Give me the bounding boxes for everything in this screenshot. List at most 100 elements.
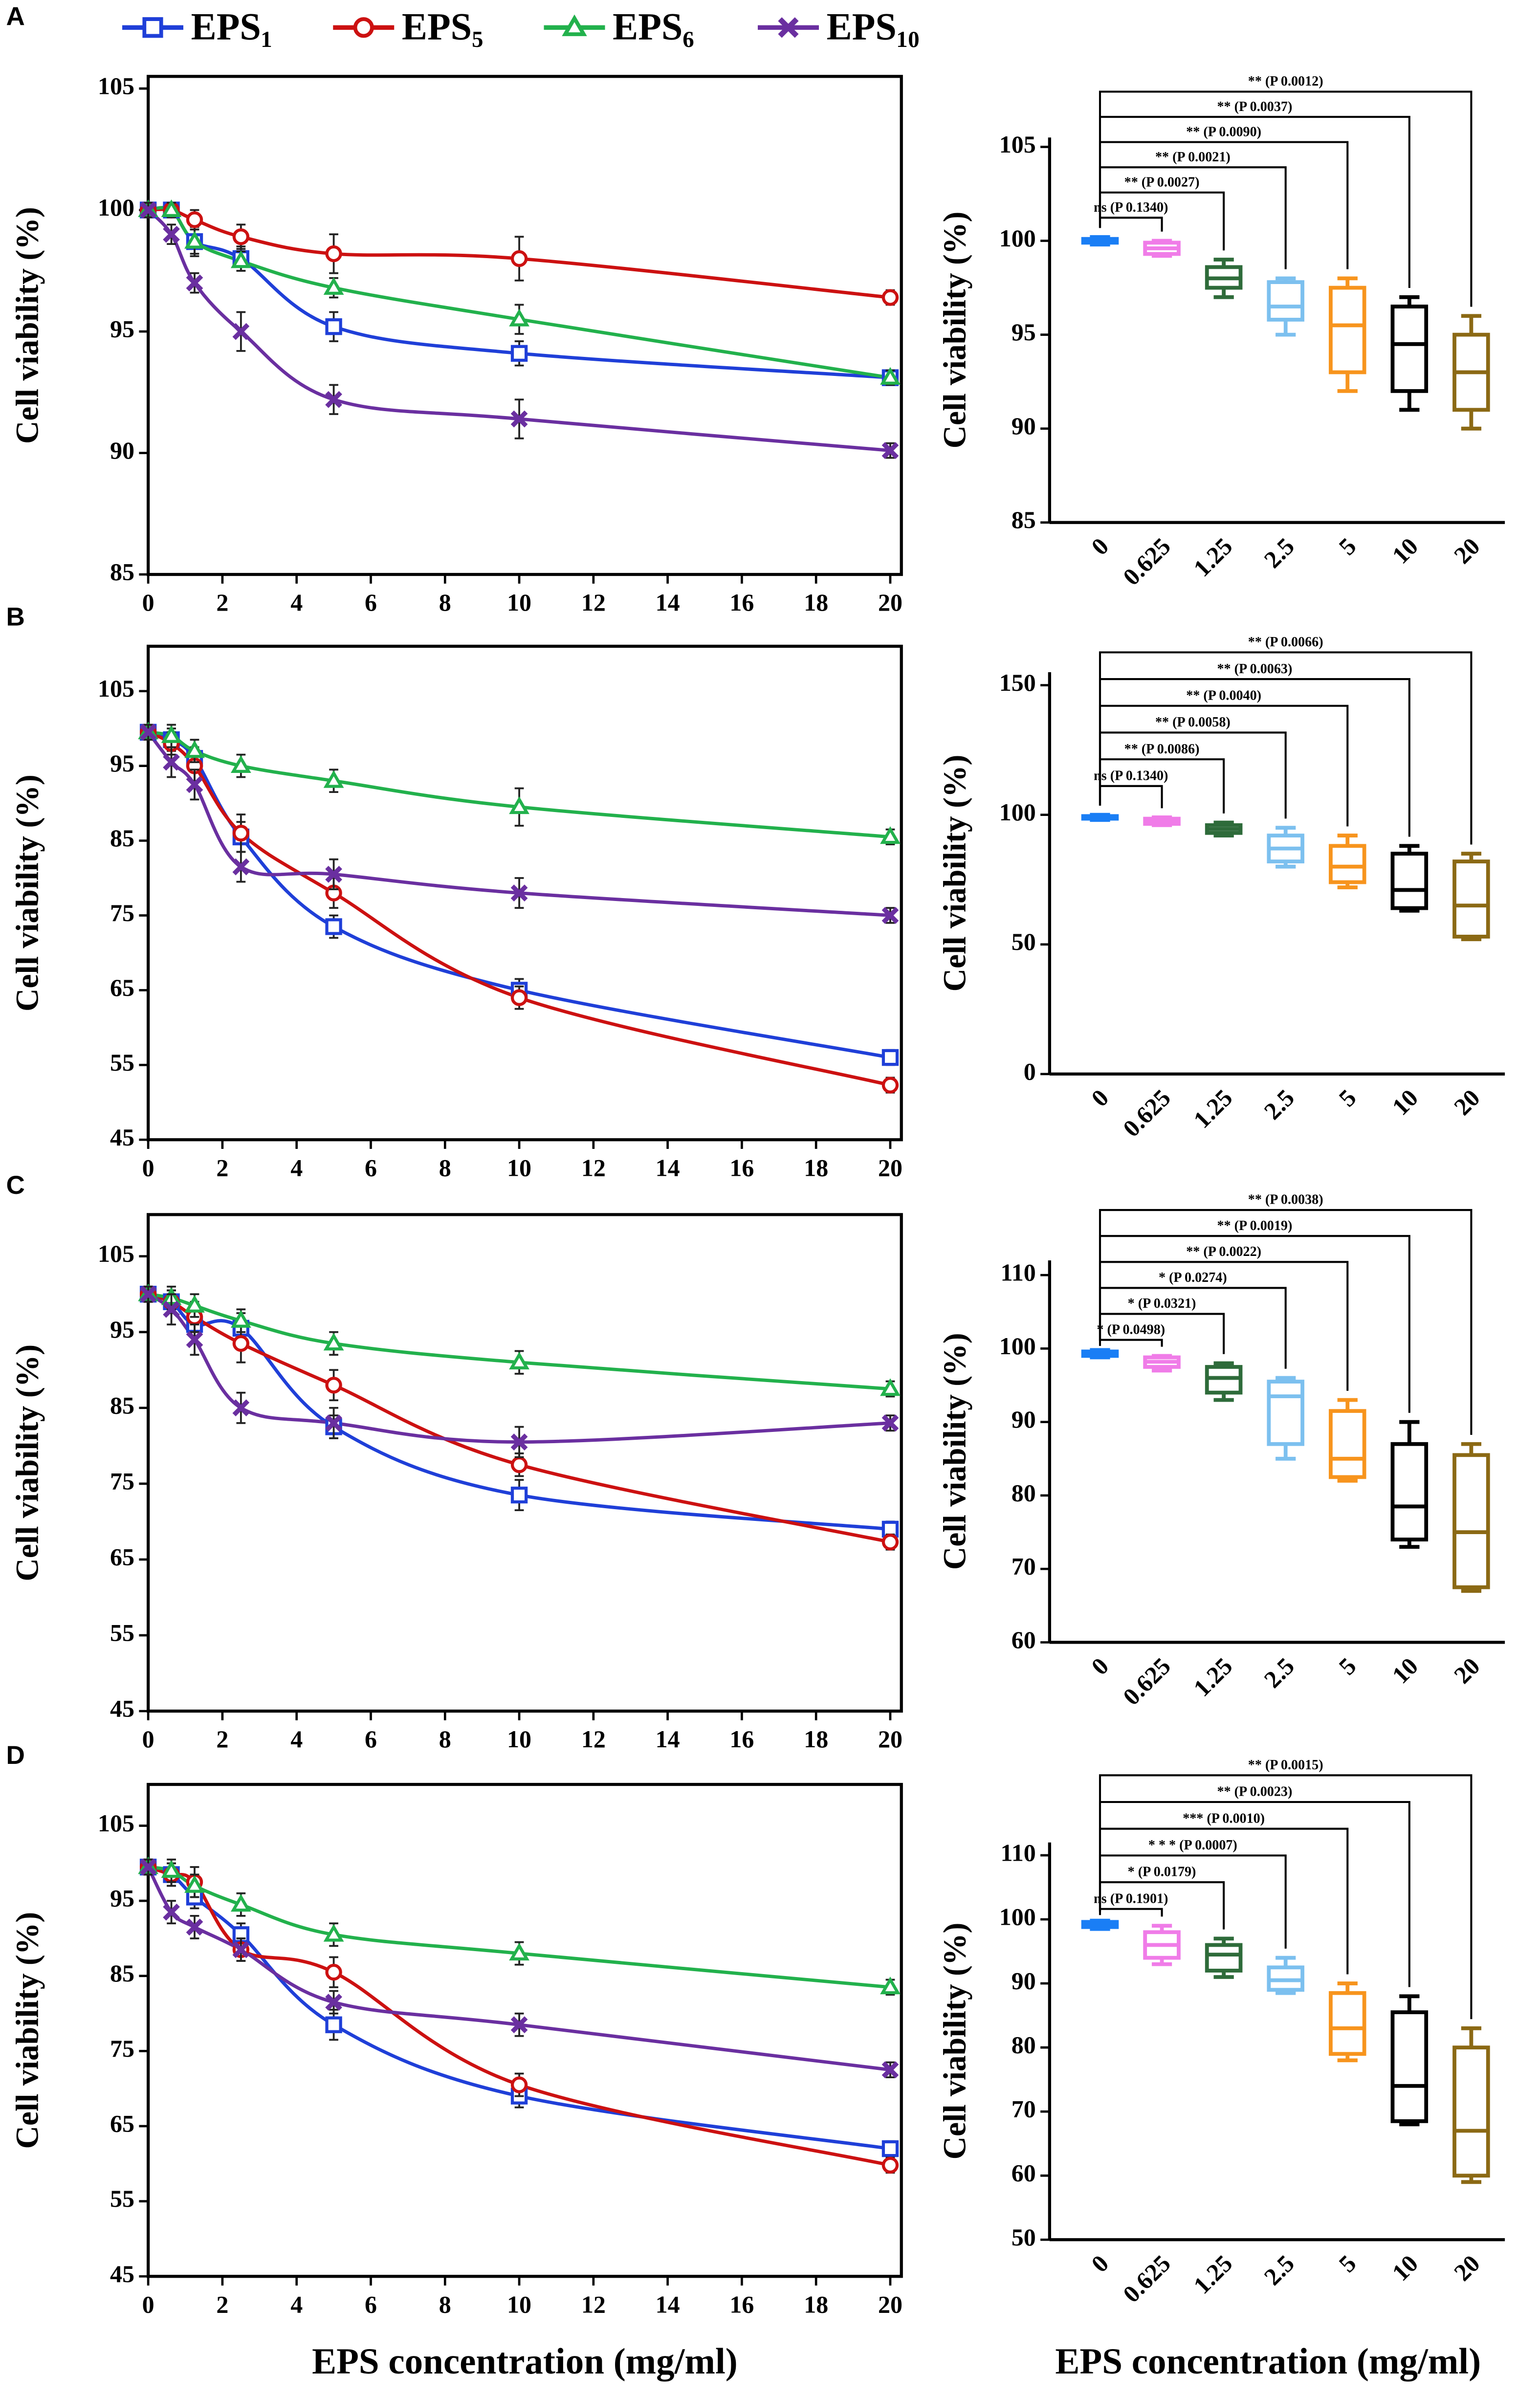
box — [1328, 1409, 1366, 1479]
x-tick-label: 12 — [581, 2290, 606, 2318]
x-tick-label: 0 — [1086, 2249, 1114, 2277]
legend-label: EPS₅ — [402, 5, 484, 47]
significance-label: * (P 0.0498) — [1097, 1322, 1165, 1337]
marker — [510, 884, 528, 901]
y-tick-label: 100 — [999, 1903, 1036, 1931]
marker — [509, 1942, 529, 1961]
x-tick-label: 12 — [581, 1725, 606, 1753]
marker — [163, 1300, 180, 1318]
x-tick-label: 0 — [1086, 532, 1114, 560]
marker — [881, 289, 899, 306]
y-axis-title: Cell viability (%) — [937, 1333, 972, 1570]
box — [1328, 286, 1366, 374]
y-tick-label: 105 — [98, 1809, 134, 1837]
marker — [323, 770, 344, 788]
y-axis-title: Cell viability (%) — [10, 774, 45, 1011]
marker — [139, 1285, 157, 1303]
marker — [230, 250, 251, 268]
x-tick-label: 8 — [439, 1154, 451, 1181]
x-tick-label: 4 — [290, 2290, 303, 2318]
x-tick-label: 10 — [507, 2290, 531, 2318]
significance-label: ** (P 0.0038) — [1248, 1192, 1323, 1208]
y-tick-label: 0 — [1024, 1057, 1036, 1085]
y-tick-label: 45 — [110, 1695, 134, 1722]
box — [1328, 1991, 1366, 2056]
y-tick-label: 45 — [110, 1123, 134, 1151]
x-tick-label: 10 — [507, 589, 531, 616]
y-tick-label: 95 — [110, 315, 134, 343]
y-tick-label: 75 — [110, 899, 134, 926]
marker — [325, 1994, 342, 2011]
significance-label: * (P 0.0321) — [1128, 1296, 1196, 1311]
x-tick-label: 4 — [290, 1154, 303, 1181]
significance-bracket — [1099, 90, 1473, 307]
x-tick-label: 1.25 — [1188, 2249, 1237, 2299]
significance-label: ns (P 0.1340) — [1094, 769, 1168, 784]
marker — [232, 1399, 250, 1417]
marker — [323, 277, 344, 295]
marker — [325, 1377, 342, 1394]
x-tick-label: 2.5 — [1258, 1084, 1299, 1125]
x-tick-label: 5 — [1333, 2249, 1361, 2277]
x-tick-label: 2 — [216, 2290, 228, 2318]
legend-marker — [142, 17, 163, 38]
box — [1452, 1453, 1490, 1589]
significance-label: * * * (P 0.0007) — [1148, 1838, 1237, 1853]
plot-frame — [147, 75, 903, 576]
marker — [163, 225, 180, 243]
significance-bracket — [1099, 1774, 1473, 2020]
y-tick-label: 110 — [1001, 1259, 1036, 1286]
x-tick-label: 2 — [216, 589, 228, 616]
marker — [186, 1918, 203, 1936]
y-tick-label: 50 — [1012, 2223, 1036, 2251]
significance-label: ** (P 0.0022) — [1186, 1244, 1261, 1259]
significance-bracket — [1099, 785, 1163, 809]
marker — [232, 825, 250, 842]
x-tick-label: 6 — [365, 589, 377, 616]
plot-frame — [147, 1782, 903, 2278]
box — [1267, 1380, 1304, 1446]
x-tick-label: 2 — [216, 1725, 228, 1753]
y-tick-label: 75 — [110, 2035, 134, 2062]
x-tick-label: 18 — [804, 589, 828, 616]
x-tick-label: 2 — [216, 1154, 228, 1181]
panel-label: B — [6, 603, 25, 632]
y-tick-label: 100 — [999, 798, 1036, 826]
marker — [325, 918, 342, 935]
whisker-low — [1399, 391, 1420, 412]
x-tick-label: 0.625 — [1118, 2249, 1176, 2308]
x-tick-label: 16 — [729, 1154, 754, 1181]
x-tick-label: 20 — [878, 1725, 902, 1753]
marker — [881, 1520, 899, 1538]
significance-label: ** (P 0.0037) — [1217, 99, 1292, 114]
y-tick-label: 55 — [110, 1049, 134, 1076]
y-tick-label: 45 — [110, 2260, 134, 2287]
significance-label: ** (P 0.0027) — [1124, 175, 1200, 190]
y-tick-label: 65 — [110, 1543, 134, 1570]
x-tick-label: 20 — [1449, 532, 1485, 569]
x-tick-label: 16 — [729, 1725, 754, 1753]
marker — [232, 323, 250, 340]
box — [1205, 1943, 1243, 1973]
panel-label: D — [6, 1741, 25, 1770]
marker — [325, 2016, 342, 2033]
significance-label: * (P 0.0274) — [1159, 1270, 1227, 1285]
marker — [880, 1378, 901, 1396]
y-tick-label: 90 — [1012, 1406, 1036, 1433]
x-tick-label: 0 — [142, 1154, 154, 1181]
x-tick-label: 18 — [804, 1725, 828, 1753]
marker — [230, 755, 251, 773]
marker — [881, 442, 899, 459]
x-tick-label: 14 — [656, 2290, 680, 2318]
x-tick-label: 10 — [1386, 2249, 1423, 2286]
y-tick-label: 80 — [1012, 1479, 1036, 1506]
marker — [881, 2061, 899, 2079]
significance-label: ns (P 0.1901) — [1094, 1891, 1168, 1906]
marker — [323, 1333, 344, 1351]
x-tick-label: 6 — [365, 1154, 377, 1181]
marker — [186, 274, 203, 292]
marker — [880, 367, 901, 385]
marker — [325, 318, 342, 335]
x-tick-label: 2.5 — [1258, 532, 1299, 573]
marker — [325, 391, 342, 408]
